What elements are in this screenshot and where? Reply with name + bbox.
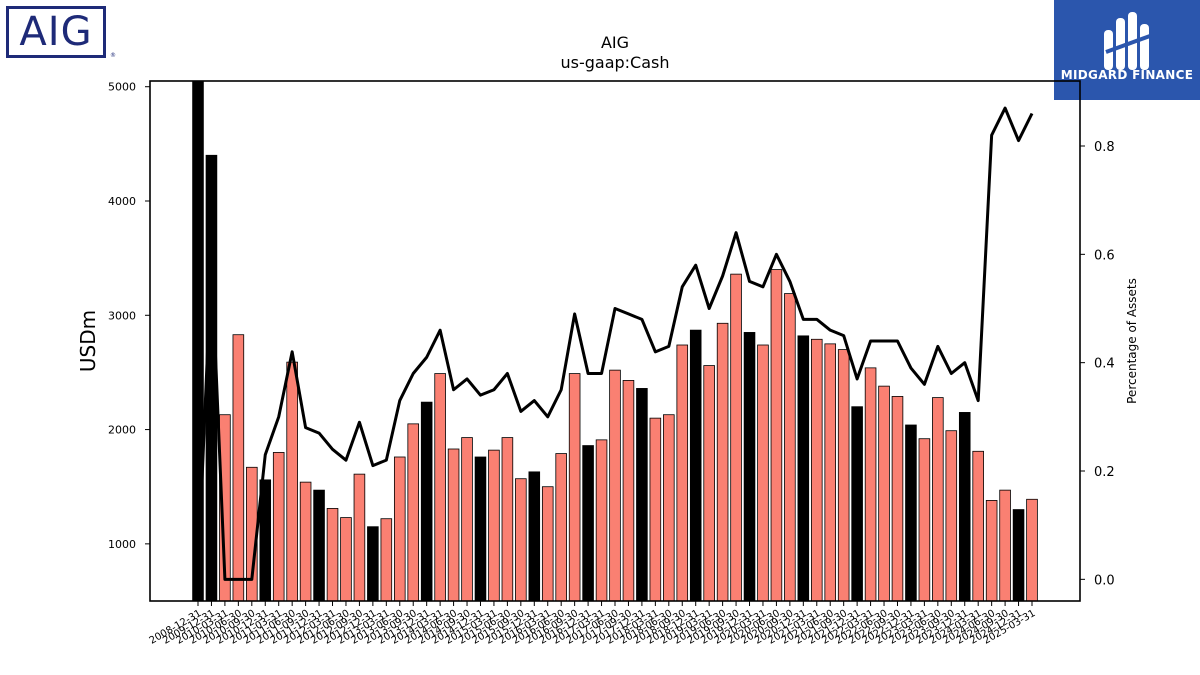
- bar-2016-09-30: [568, 373, 581, 602]
- bar-2021-09-30: [837, 349, 850, 602]
- bar-2012-06-30: [340, 517, 352, 602]
- bar-2023-03-31: [918, 438, 931, 602]
- bar-2014-12-31: [474, 456, 487, 602]
- bar-2016-06-30: [555, 453, 567, 602]
- bar-2008-12-31: [192, 80, 204, 602]
- bar-2024-06-30: [985, 500, 998, 602]
- y-tick-label-4000: 4000: [108, 195, 136, 208]
- y-tick-label-1000: 1000: [108, 538, 136, 551]
- chart-subtitle: us-gaap:Cash: [560, 53, 669, 72]
- bar-2020-12-31: [797, 335, 810, 602]
- bar-2024-12-31: [1012, 509, 1025, 602]
- y2-tick-label-0.8: 0.8: [1094, 140, 1115, 155]
- y2-tick-label-0: 0.0: [1094, 573, 1115, 588]
- bar-2024-03-31: [972, 450, 984, 602]
- bar-2021-12-31: [851, 406, 863, 602]
- midgard-finance-logo: MIDGARD FINANCE: [1054, 0, 1200, 100]
- x-axis: 2008-12-312009-12-312010-03-312010-06-30…: [148, 601, 1038, 647]
- bar-2022-09-30: [891, 396, 904, 602]
- bar-2023-12-31: [958, 412, 971, 602]
- bar-2019-09-30: [730, 273, 742, 602]
- bar-2022-12-31: [905, 424, 917, 602]
- y-tick-label-2000: 2000: [108, 424, 136, 437]
- bar-2025-03-31: [1026, 498, 1038, 602]
- bar-2016-12-31: [582, 445, 594, 602]
- bar-2015-03-31: [488, 449, 500, 602]
- bar-2013-09-30: [407, 423, 420, 602]
- y2-tick-label-0.2: 0.2: [1094, 465, 1115, 480]
- bar-2019-12-31: [743, 332, 756, 602]
- bar-2014-03-31: [434, 373, 446, 602]
- bar-2023-09-30: [945, 430, 958, 602]
- registered-mark-icon: ®: [110, 52, 116, 59]
- y-tick-label-3000: 3000: [108, 309, 136, 322]
- bar-2017-09-30: [622, 380, 635, 602]
- bar-2014-09-30: [461, 437, 473, 602]
- bar-2017-03-31: [595, 439, 608, 602]
- bar-2020-03-31: [757, 344, 769, 602]
- bar-2015-12-31: [528, 471, 541, 602]
- chart-title: AIG: [601, 33, 629, 52]
- midgard-emblem-icon: [1104, 12, 1151, 70]
- percentage-of-assets-line: [196, 106, 1034, 581]
- bar-2021-06-30: [824, 343, 837, 602]
- bar-2012-03-31: [326, 508, 339, 602]
- bar-2018-03-31: [649, 417, 662, 602]
- bar-2011-09-30: [299, 481, 312, 602]
- y2-axis-label: Percentage of Assets: [1125, 278, 1139, 404]
- bar-2022-06-30: [878, 385, 890, 602]
- bar-2020-09-30: [784, 293, 796, 602]
- y-axis-label: USDm: [76, 310, 100, 372]
- bar-2011-12-31: [313, 489, 325, 602]
- bar-2019-03-31: [703, 365, 715, 602]
- bar-2018-09-30: [676, 344, 689, 602]
- bar-2022-03-31: [864, 367, 877, 602]
- bar-2015-06-30: [501, 437, 514, 602]
- bar-2011-06-30: [286, 361, 298, 602]
- y2-tick-label-0.4: 0.4: [1094, 357, 1115, 372]
- bar-2010-06-30: [232, 334, 245, 602]
- aig-logo: AIG: [6, 6, 106, 58]
- bar-2013-12-31: [420, 401, 433, 602]
- y-axis-right: 0.0 0.2 0.4 0.6 0.8: [1080, 140, 1115, 588]
- bar-2018-12-31: [689, 329, 702, 602]
- bar-2012-12-31: [367, 526, 379, 602]
- midgard-finance-text: MIDGARD FINANCE: [1060, 68, 1194, 82]
- bar-2013-06-30: [393, 456, 406, 602]
- aig-logo-text: AIG: [19, 9, 93, 55]
- bar-2016-03-31: [541, 486, 554, 602]
- bar-2014-06-30: [447, 448, 460, 602]
- bar-2018-06-30: [663, 414, 675, 602]
- bar-2012-09-30: [353, 473, 366, 602]
- bar-2015-09-30: [515, 478, 527, 602]
- y2-tick-label-0.6: 0.6: [1094, 248, 1115, 263]
- bar-2011-03-31: [272, 452, 285, 602]
- y-axis-left: 1000 2000 3000 4000 5000: [108, 81, 150, 551]
- bar-2013-03-31: [380, 518, 393, 602]
- bar-2019-06-30: [716, 322, 729, 602]
- bar-2024-09-30: [999, 489, 1011, 602]
- bar-2017-12-31: [636, 388, 648, 602]
- bar-2021-03-31: [810, 338, 823, 602]
- bar-2017-06-30: [609, 369, 621, 602]
- bar-series: [192, 80, 1038, 602]
- bar-2020-06-30: [770, 269, 783, 602]
- y-tick-label-5000: 5000: [108, 81, 136, 94]
- bar-2023-06-30: [932, 397, 944, 602]
